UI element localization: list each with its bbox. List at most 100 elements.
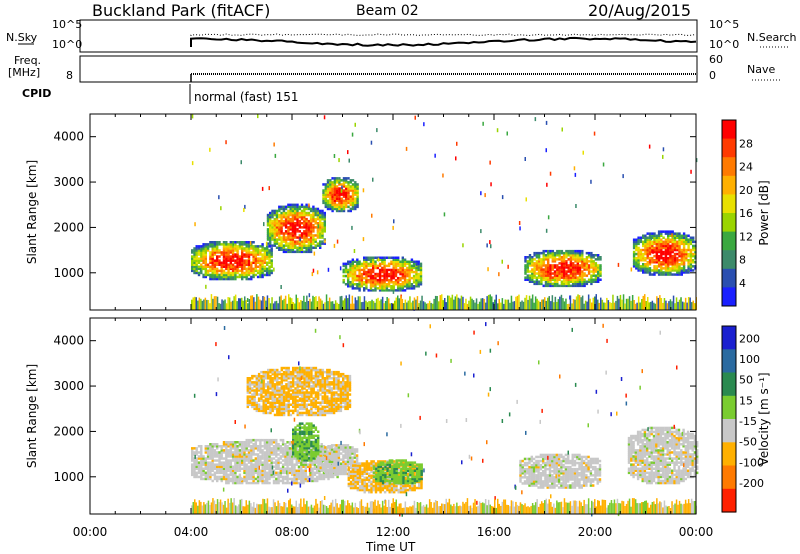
heatmap-cell	[533, 282, 536, 286]
heatmap-cell	[218, 251, 221, 254]
ground-scatter-cell	[377, 297, 379, 310]
heatmap-cell	[381, 278, 384, 282]
heatmap-cell	[296, 219, 299, 223]
heatmap-cell	[356, 285, 359, 288]
heatmap-cell	[218, 243, 221, 246]
heatmap-cell	[551, 282, 554, 286]
heatmap-cell	[234, 481, 237, 485]
heatmap-cell	[252, 479, 255, 483]
heatmap-cell	[238, 269, 242, 273]
heatmap-cell	[266, 242, 270, 245]
heatmap-cell	[263, 445, 267, 448]
heatmap-cell	[280, 230, 283, 233]
heatmap-cell	[311, 479, 314, 483]
heatmap-cell	[273, 209, 276, 213]
heatmap-cell	[646, 246, 649, 250]
heatmap-cell	[202, 463, 205, 466]
heatmap-cell	[581, 280, 584, 283]
heatmap-cell	[351, 201, 355, 205]
heatmap-cell	[328, 470, 331, 474]
heatmap-cell	[243, 267, 246, 271]
heatmap-cell	[412, 260, 416, 263]
heatmap-cell	[673, 244, 677, 248]
heatmap-cell	[590, 258, 593, 261]
heatmap-cell	[310, 424, 313, 427]
heatmap-cell	[351, 458, 354, 461]
heatmap-cell	[685, 240, 688, 244]
heatmap-cell	[309, 469, 312, 472]
heatmap-cell	[694, 256, 697, 260]
heatmap-cell	[680, 263, 683, 266]
heatmap-cell	[275, 445, 278, 448]
heatmap-cell	[551, 276, 554, 279]
heatmap-cell	[288, 463, 292, 466]
heatmap-cell	[544, 272, 548, 275]
heatmap-cell	[347, 268, 350, 272]
ground-scatter-cell	[480, 298, 482, 310]
heatmap-cell	[216, 453, 219, 456]
heatmap-cell	[653, 242, 656, 246]
heatmap-cell	[277, 475, 280, 479]
heatmap-cell	[644, 234, 647, 237]
heatmap-cell	[657, 273, 661, 276]
heatmap-cell	[268, 477, 271, 481]
heatmap-cell	[272, 441, 276, 444]
heatmap-cell	[685, 234, 688, 237]
heatmap-cell	[314, 219, 317, 223]
heatmap-cell	[592, 262, 595, 265]
heatmap-cell	[321, 452, 325, 455]
heatmap-cell	[387, 278, 391, 282]
heatmap-cell	[671, 238, 674, 241]
heatmap-cell	[307, 240, 311, 243]
heatmap-cell	[286, 457, 289, 460]
heatmap-cell	[197, 271, 201, 275]
heatmap-cell	[344, 472, 347, 476]
heatmap-cell	[655, 248, 658, 252]
heatmap-cell	[637, 259, 640, 262]
heatmap-cell	[222, 461, 226, 464]
heatmap-cell	[361, 488, 364, 492]
heatmap-cell	[583, 258, 586, 261]
heatmap-cell	[374, 266, 377, 270]
heatmap-cell	[206, 449, 210, 452]
heatmap-cell	[222, 449, 226, 452]
ground-scatter-cell	[257, 296, 260, 310]
heatmap-cell	[209, 267, 212, 271]
heatmap-cell	[651, 242, 654, 246]
heatmap-cell	[337, 464, 341, 467]
noise-cell	[311, 272, 314, 277]
heatmap-cell	[594, 274, 598, 277]
heatmap-cell	[218, 275, 221, 279]
heatmap-cell	[305, 222, 308, 225]
heatmap-cell	[335, 464, 338, 467]
heatmap-cell	[533, 264, 536, 267]
heatmap-cell	[660, 234, 663, 237]
noise-cell	[574, 172, 577, 177]
heatmap-cell	[321, 228, 324, 231]
heatmap-cell	[266, 238, 270, 241]
ground-scatter-cell	[630, 300, 632, 310]
heatmap-cell	[646, 236, 649, 239]
heatmap-cell	[676, 265, 679, 268]
heatmap-cell	[300, 215, 304, 219]
heatmap-cell	[209, 447, 212, 450]
heatmap-cell	[390, 274, 393, 278]
heatmap-cell	[304, 467, 307, 470]
heatmap-cell	[553, 278, 557, 281]
heatmap-cell	[250, 441, 253, 444]
heatmap-cell	[229, 443, 232, 446]
ground-scatter-cell	[462, 296, 464, 310]
heatmap-cell	[261, 479, 264, 483]
heatmap-cell	[333, 187, 337, 190]
heatmap-cell	[342, 446, 345, 449]
heatmap-cell	[361, 464, 364, 467]
heatmap-cell	[218, 461, 221, 464]
heatmap-cell	[667, 271, 670, 274]
ground-scatter-cell	[336, 302, 338, 310]
heatmap-cell	[193, 257, 196, 260]
heatmap-cell	[238, 441, 242, 444]
ground-scatter-cell	[309, 298, 311, 310]
heatmap-cell	[281, 453, 285, 456]
heatmap-cell	[321, 234, 324, 237]
heatmap-cell	[243, 451, 246, 454]
